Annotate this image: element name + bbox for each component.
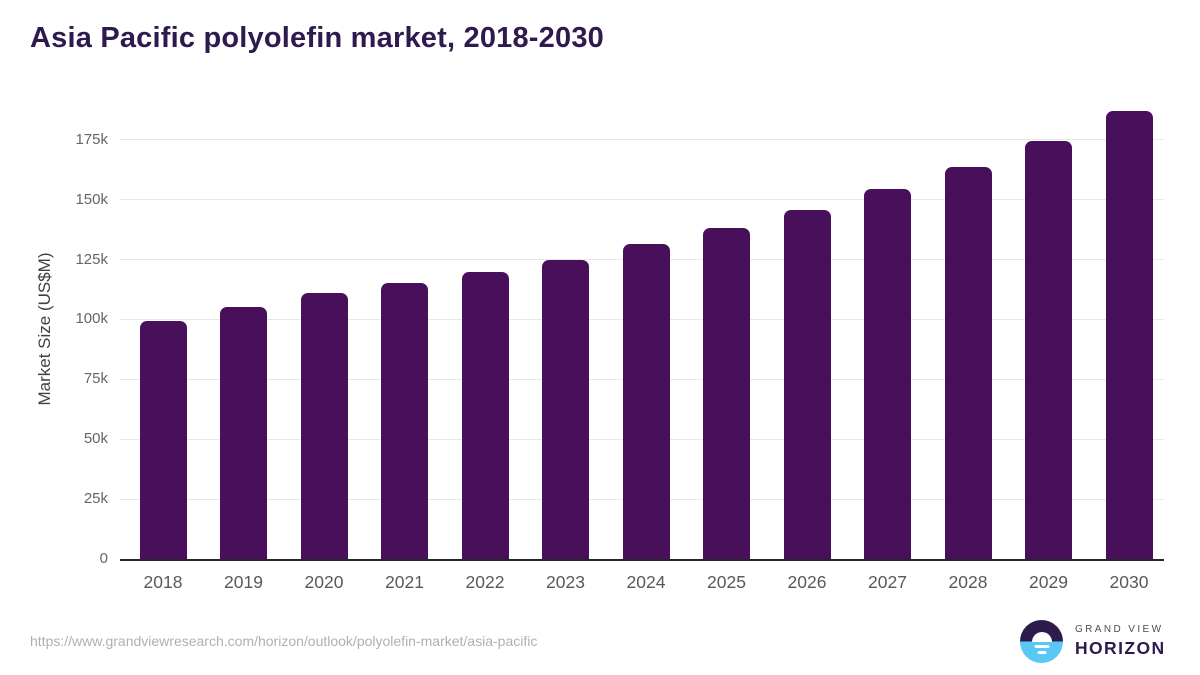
bar-2021: [381, 282, 428, 559]
bar-2023: [542, 259, 589, 559]
logo-text: GRAND VIEW HORIZON: [1075, 624, 1166, 659]
x-tick-2027: 2027: [868, 572, 907, 592]
y-tick-75k: 75k: [83, 370, 108, 388]
y-tick-150k: 150k: [75, 190, 108, 208]
bar-2025: [703, 228, 750, 559]
x-tick-2018: 2018: [143, 572, 183, 592]
bar-2019: [220, 306, 267, 559]
bar-2020: [300, 293, 348, 559]
plot-area: 0 25k 50k 75k 100k 125k 150k 175k 2018 2019 2020 20…: [75, 99, 1164, 592]
gridline-150k: [120, 199, 1164, 201]
x-tick-2025: 2025: [707, 572, 746, 592]
sun-reflection-line-icon: [1037, 651, 1046, 654]
y-tick-100k: 100k: [75, 310, 108, 328]
horizon-logo-icon: [1020, 620, 1063, 663]
sun-icon: [1031, 631, 1052, 642]
x-tick-2021: 2021: [385, 572, 424, 592]
source-url: https://www.grandviewresearch.com/horizo…: [30, 633, 538, 649]
bar-2029: [1025, 141, 1072, 559]
bar-2030: [1105, 111, 1153, 559]
bar-2018: [139, 320, 187, 559]
bar-2024: [622, 244, 670, 559]
x-tick-2026: 2026: [787, 572, 827, 592]
y-tick-0: 0: [99, 550, 108, 567]
sun-reflection-line-icon: [1034, 645, 1049, 648]
logo-text-grand-view: GRAND VIEW: [1075, 624, 1164, 635]
y-tick-175k: 175k: [75, 130, 108, 148]
bar-2026: [783, 209, 831, 559]
bar-2022: [461, 271, 509, 559]
x-tick-2020: 2020: [304, 572, 344, 592]
x-tick-2022: 2022: [465, 572, 505, 592]
y-tick-125k: 125k: [75, 250, 108, 268]
chart-title: Asia Pacific polyolefin market, 2018-203…: [30, 22, 604, 54]
y-axis-title: Market Size (US$M): [35, 252, 54, 406]
x-tick-2019: 2019: [224, 572, 263, 592]
logo-text-horizon: HORIZON: [1075, 638, 1166, 658]
bar-2028: [944, 167, 992, 559]
x-tick-2029: 2029: [1029, 572, 1068, 592]
y-tick-50k: 50k: [83, 430, 108, 448]
grand-view-horizon-logo: GRAND VIEW HORIZON: [1020, 620, 1166, 663]
x-tick-2030: 2030: [1109, 572, 1149, 592]
x-tick-2028: 2028: [948, 572, 988, 592]
bar-2027: [864, 189, 911, 559]
gridline-175k: [120, 139, 1164, 141]
x-tick-2024: 2024: [626, 572, 666, 592]
x-tick-2023: 2023: [546, 572, 585, 592]
y-tick-25k: 25k: [83, 490, 108, 508]
